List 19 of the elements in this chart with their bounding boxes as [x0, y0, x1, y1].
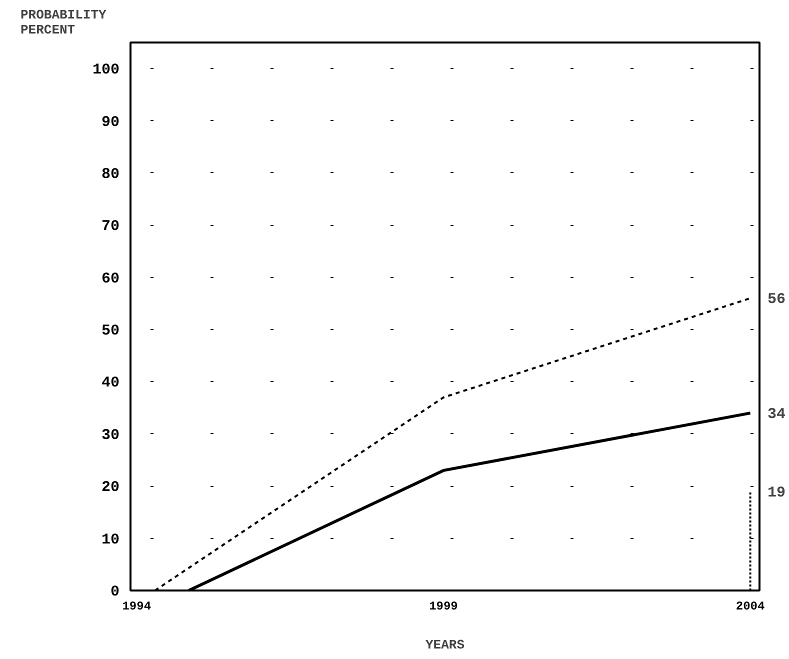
y-tick-label: 30: [101, 426, 120, 444]
y-tick-label: 20: [101, 479, 120, 496]
data-label: 34: [768, 406, 786, 424]
y-tick-label: 80: [101, 166, 120, 183]
x-axis-title: YEARS: [425, 638, 465, 652]
y-tick-label: 70: [101, 218, 120, 236]
y-tick-label: 40: [101, 374, 120, 392]
x-tick-label: 1999: [429, 600, 458, 614]
x-tick-label: 1994: [122, 600, 152, 614]
y-tick-label: 0: [110, 584, 120, 600]
y-tick-label: 50: [101, 322, 120, 340]
x-tick-label: 2004: [736, 600, 765, 614]
y-tick-label: 10: [101, 531, 120, 548]
data-label: 19: [768, 484, 786, 502]
y-axis-title: PROBABILITY PERCENT: [20, 8, 107, 38]
y-tick-label: 90: [101, 114, 120, 131]
y-tick-label: 60: [101, 270, 120, 288]
y-tick-label: 100: [92, 62, 120, 79]
data-label: 56: [768, 291, 786, 308]
